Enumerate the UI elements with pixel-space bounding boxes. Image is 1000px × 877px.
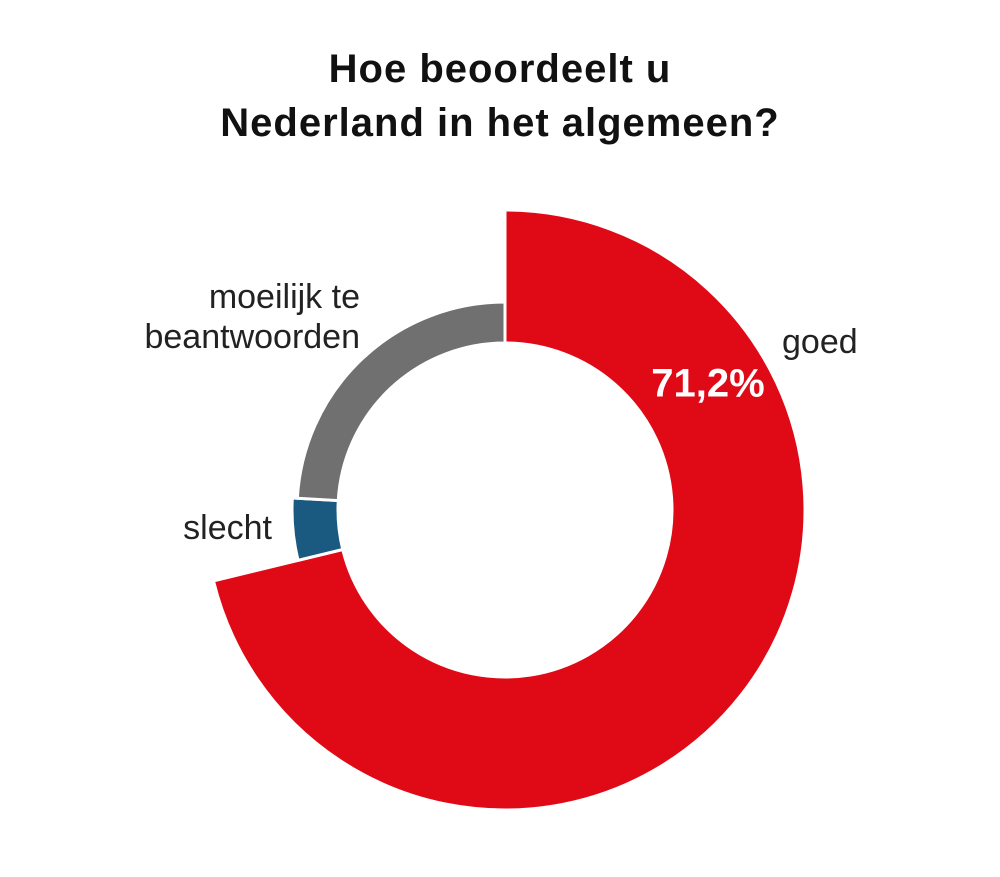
value-label: 71,2% <box>651 362 764 406</box>
donut-slice <box>211 208 807 812</box>
donut-slice <box>295 300 507 503</box>
slice-label: goed <box>782 323 858 361</box>
donut-slice <box>290 496 345 563</box>
slice-label: moeilijk te beantwoorden <box>144 278 360 356</box>
slice-label: slecht <box>183 509 272 547</box>
chart-title: Hoe beoordeelt u Nederland in het algeme… <box>220 47 780 145</box>
